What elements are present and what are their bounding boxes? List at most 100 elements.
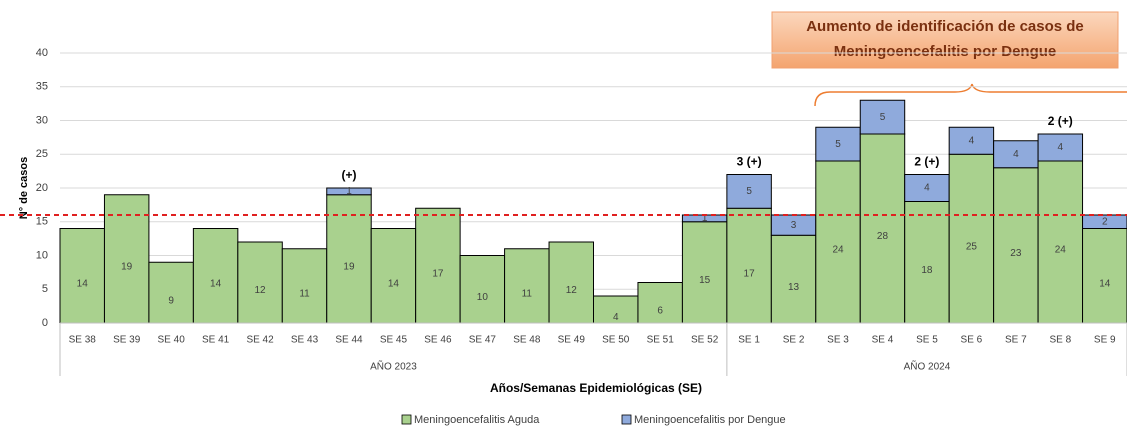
y-tick-label: 35 bbox=[36, 81, 48, 93]
data-label: 14 bbox=[77, 278, 89, 289]
x-tick-label: SE 1 bbox=[738, 335, 760, 346]
data-label: 24 bbox=[1055, 245, 1067, 256]
data-label: 19 bbox=[343, 262, 355, 273]
data-label: 3 bbox=[791, 220, 797, 231]
x-tick-label: SE 48 bbox=[513, 335, 541, 346]
legend-swatch bbox=[401, 414, 412, 425]
x-tick-label: SE 45 bbox=[380, 335, 408, 346]
bar-segment bbox=[326, 194, 372, 324]
bar-segment bbox=[726, 174, 772, 209]
data-label: 2 bbox=[1102, 216, 1108, 227]
bar-segment bbox=[904, 201, 950, 324]
x-tick-label: SE 49 bbox=[558, 335, 586, 346]
x-tick-label: SE 41 bbox=[202, 335, 230, 346]
x-tick-label: SE 43 bbox=[291, 335, 319, 346]
y-axis-title: N° de casos bbox=[18, 157, 30, 219]
bar-segment bbox=[859, 133, 906, 324]
y-tick-label: 10 bbox=[36, 249, 48, 261]
y-tick-label: 15 bbox=[36, 216, 48, 228]
group-label: AÑO 2023 bbox=[370, 360, 417, 373]
bar-segment bbox=[726, 207, 772, 324]
bar-segment bbox=[504, 248, 550, 324]
x-axis-title: Años/Semanas Epidemiológicas (SE) bbox=[490, 381, 702, 395]
x-tick-label: SE 6 bbox=[961, 335, 983, 346]
y-tick-label: 25 bbox=[36, 148, 48, 160]
y-tick-label: 0 bbox=[42, 317, 48, 329]
bar-segment bbox=[993, 167, 1039, 324]
data-label: 13 bbox=[788, 282, 800, 293]
data-label: 10 bbox=[477, 292, 489, 303]
bar-segment bbox=[1037, 160, 1084, 324]
legend-label: Meningoencefalitis por Dengue bbox=[634, 414, 786, 426]
data-label: 18 bbox=[921, 265, 933, 276]
data-label: 17 bbox=[744, 268, 756, 279]
x-tick-label: SE 38 bbox=[69, 335, 97, 346]
data-label: 23 bbox=[1010, 248, 1022, 259]
bar-segment bbox=[1037, 133, 1084, 162]
bar-segment bbox=[59, 228, 105, 324]
bar-segment bbox=[459, 255, 506, 324]
data-label: 1 bbox=[346, 186, 352, 197]
x-tick-label: SE 50 bbox=[602, 335, 630, 346]
x-tick-label: SE 39 bbox=[113, 335, 141, 346]
y-tick-label: 5 bbox=[42, 283, 48, 295]
bar-segment bbox=[548, 241, 595, 324]
bar-segment bbox=[948, 153, 995, 324]
data-label: 4 bbox=[613, 312, 619, 323]
data-label: 5 bbox=[880, 112, 886, 123]
data-label: 14 bbox=[1099, 278, 1111, 289]
data-label: 11 bbox=[299, 289, 310, 300]
x-tick-label: SE 40 bbox=[158, 335, 186, 346]
data-label: 12 bbox=[255, 285, 267, 296]
data-label: 5 bbox=[746, 186, 752, 197]
data-label: 19 bbox=[121, 262, 133, 273]
x-tick-label: SE 2 bbox=[783, 335, 805, 346]
bar-segment bbox=[904, 174, 950, 202]
data-label: 15 bbox=[699, 275, 711, 286]
data-label: 9 bbox=[168, 295, 174, 306]
x-tick-label: SE 52 bbox=[691, 335, 719, 346]
annotation: 2 (+) bbox=[914, 155, 939, 169]
x-tick-label: SE 5 bbox=[916, 335, 938, 346]
x-tick-label: SE 9 bbox=[1094, 335, 1116, 346]
data-label: 6 bbox=[657, 305, 663, 316]
data-label: 14 bbox=[388, 278, 400, 289]
brace bbox=[814, 83, 1127, 107]
bar-segment bbox=[281, 248, 328, 324]
x-tick-label: SE 4 bbox=[872, 335, 894, 346]
bar-segment bbox=[770, 234, 817, 324]
data-label: 17 bbox=[432, 268, 444, 279]
bar-segment bbox=[1082, 228, 1127, 324]
data-label: 28 bbox=[877, 231, 889, 242]
group-label: AÑO 2024 bbox=[904, 360, 951, 373]
annotation: 3 (+) bbox=[737, 155, 762, 169]
bar-segment bbox=[326, 187, 372, 196]
annotation: (+) bbox=[341, 168, 356, 182]
x-tick-label: SE 3 bbox=[827, 335, 849, 346]
x-tick-label: SE 44 bbox=[335, 335, 363, 346]
data-label: 4 bbox=[969, 135, 975, 146]
data-label: 11 bbox=[522, 289, 533, 300]
x-tick-label: SE 8 bbox=[1049, 335, 1071, 346]
y-tick-label: 40 bbox=[36, 47, 48, 59]
bar-segment bbox=[815, 126, 861, 162]
annotation: 2 (+) bbox=[1048, 114, 1073, 128]
bar-segment bbox=[415, 207, 461, 324]
data-label: 25 bbox=[966, 241, 978, 252]
bar-segment bbox=[815, 160, 861, 324]
data-label: 24 bbox=[832, 245, 844, 256]
y-tick-label: 20 bbox=[36, 182, 48, 194]
bar-segment bbox=[192, 228, 239, 324]
legend-swatch bbox=[621, 414, 632, 425]
bar-segment bbox=[859, 99, 906, 135]
bar-segment bbox=[370, 228, 417, 324]
x-tick-label: SE 47 bbox=[469, 335, 497, 346]
data-label: 1 bbox=[702, 213, 708, 224]
data-label: 4 bbox=[924, 183, 930, 194]
legend-label: Meningoencefalitis Aguda bbox=[414, 414, 540, 426]
data-label: 14 bbox=[210, 278, 222, 289]
data-label: 4 bbox=[1058, 142, 1064, 153]
bar-segment bbox=[148, 261, 194, 324]
